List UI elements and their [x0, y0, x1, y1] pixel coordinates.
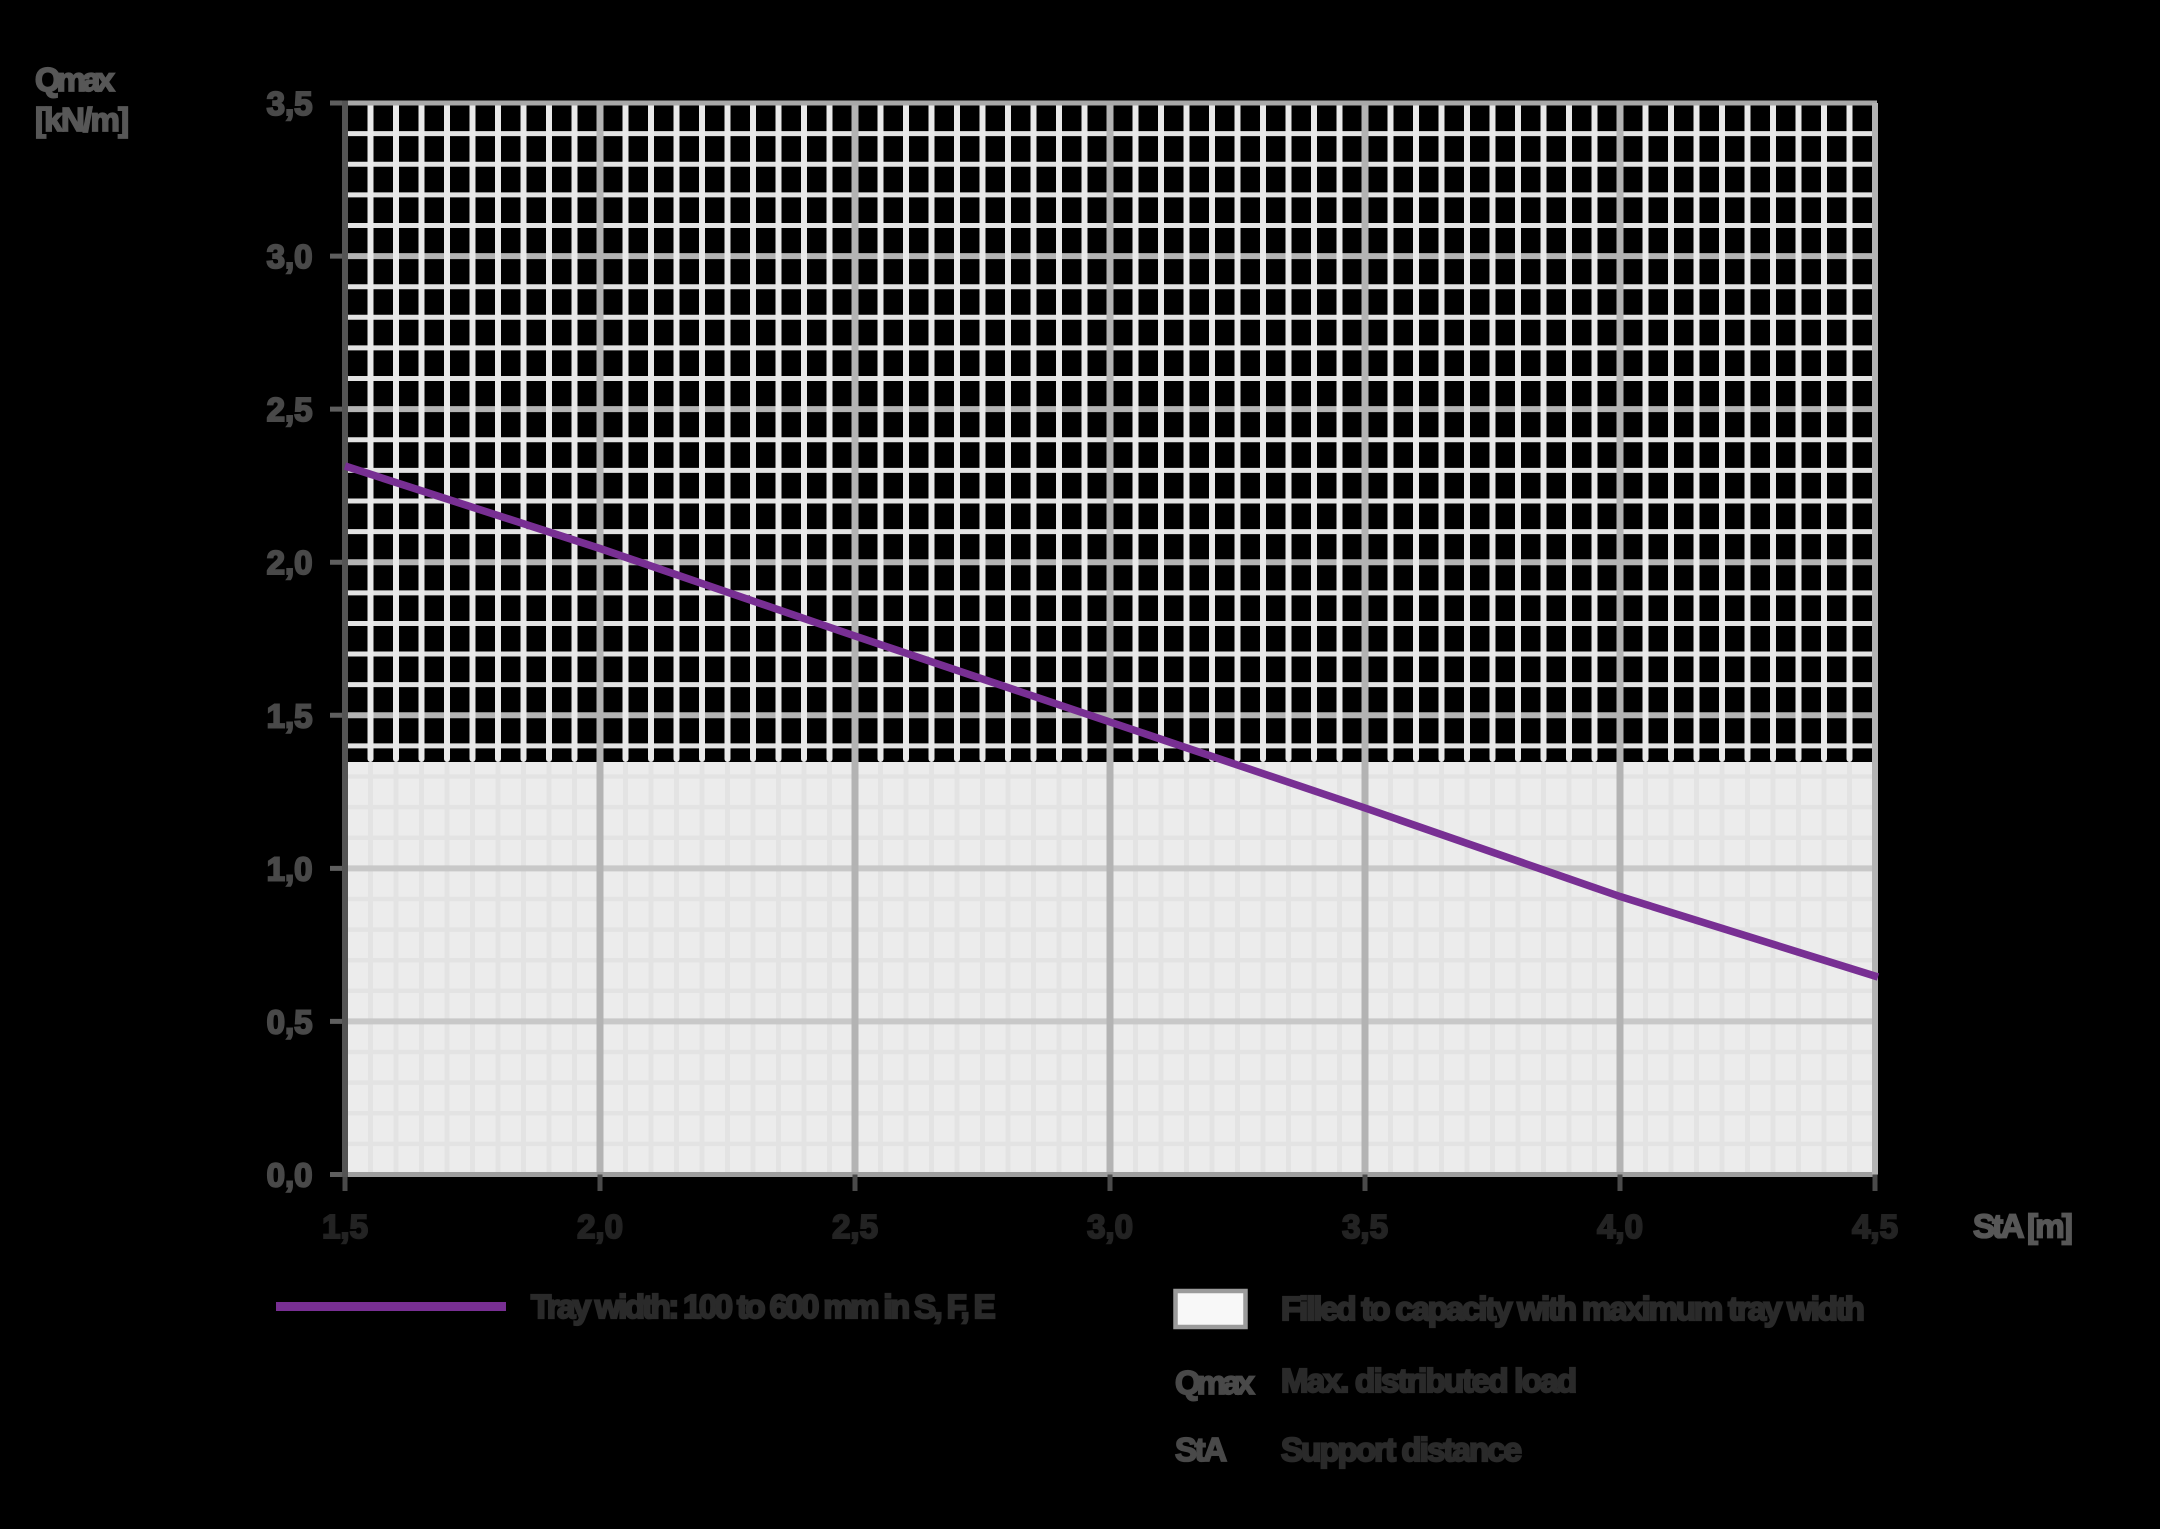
- svg-text:1,0: 1,0: [267, 850, 313, 887]
- svg-text:StA [m]: StA [m]: [1973, 1208, 2072, 1245]
- svg-text:2,5: 2,5: [832, 1208, 878, 1245]
- svg-text:1,5: 1,5: [322, 1208, 368, 1245]
- svg-text:2,0: 2,0: [577, 1208, 623, 1245]
- svg-text:Max. distributed load: Max. distributed load: [1281, 1362, 1575, 1399]
- svg-text:Filled to capacity with maximu: Filled to capacity with maximum tray wid…: [1281, 1290, 1864, 1327]
- svg-text:3,5: 3,5: [267, 85, 313, 122]
- svg-text:0,0: 0,0: [267, 1157, 313, 1194]
- svg-text:StA: StA: [1175, 1431, 1226, 1468]
- svg-text:Qmax: Qmax: [1175, 1364, 1255, 1401]
- svg-text:4,5: 4,5: [1852, 1208, 1898, 1245]
- svg-text:Tray width: 100 to 600 mm in S: Tray width: 100 to 600 mm in S, F, E: [531, 1288, 995, 1325]
- svg-text:[kN/m]: [kN/m]: [35, 101, 128, 138]
- svg-text:1,5: 1,5: [267, 697, 313, 734]
- svg-text:3,0: 3,0: [267, 238, 313, 275]
- svg-text:0,5: 0,5: [267, 1003, 313, 1040]
- svg-text:3,5: 3,5: [1342, 1208, 1388, 1245]
- svg-text:3,0: 3,0: [1087, 1208, 1133, 1245]
- svg-text:4,0: 4,0: [1597, 1208, 1643, 1245]
- svg-text:2,5: 2,5: [267, 391, 313, 428]
- svg-text:Support distance: Support distance: [1281, 1431, 1522, 1468]
- svg-text:Qmax: Qmax: [35, 61, 115, 98]
- svg-text:2,0: 2,0: [267, 544, 313, 581]
